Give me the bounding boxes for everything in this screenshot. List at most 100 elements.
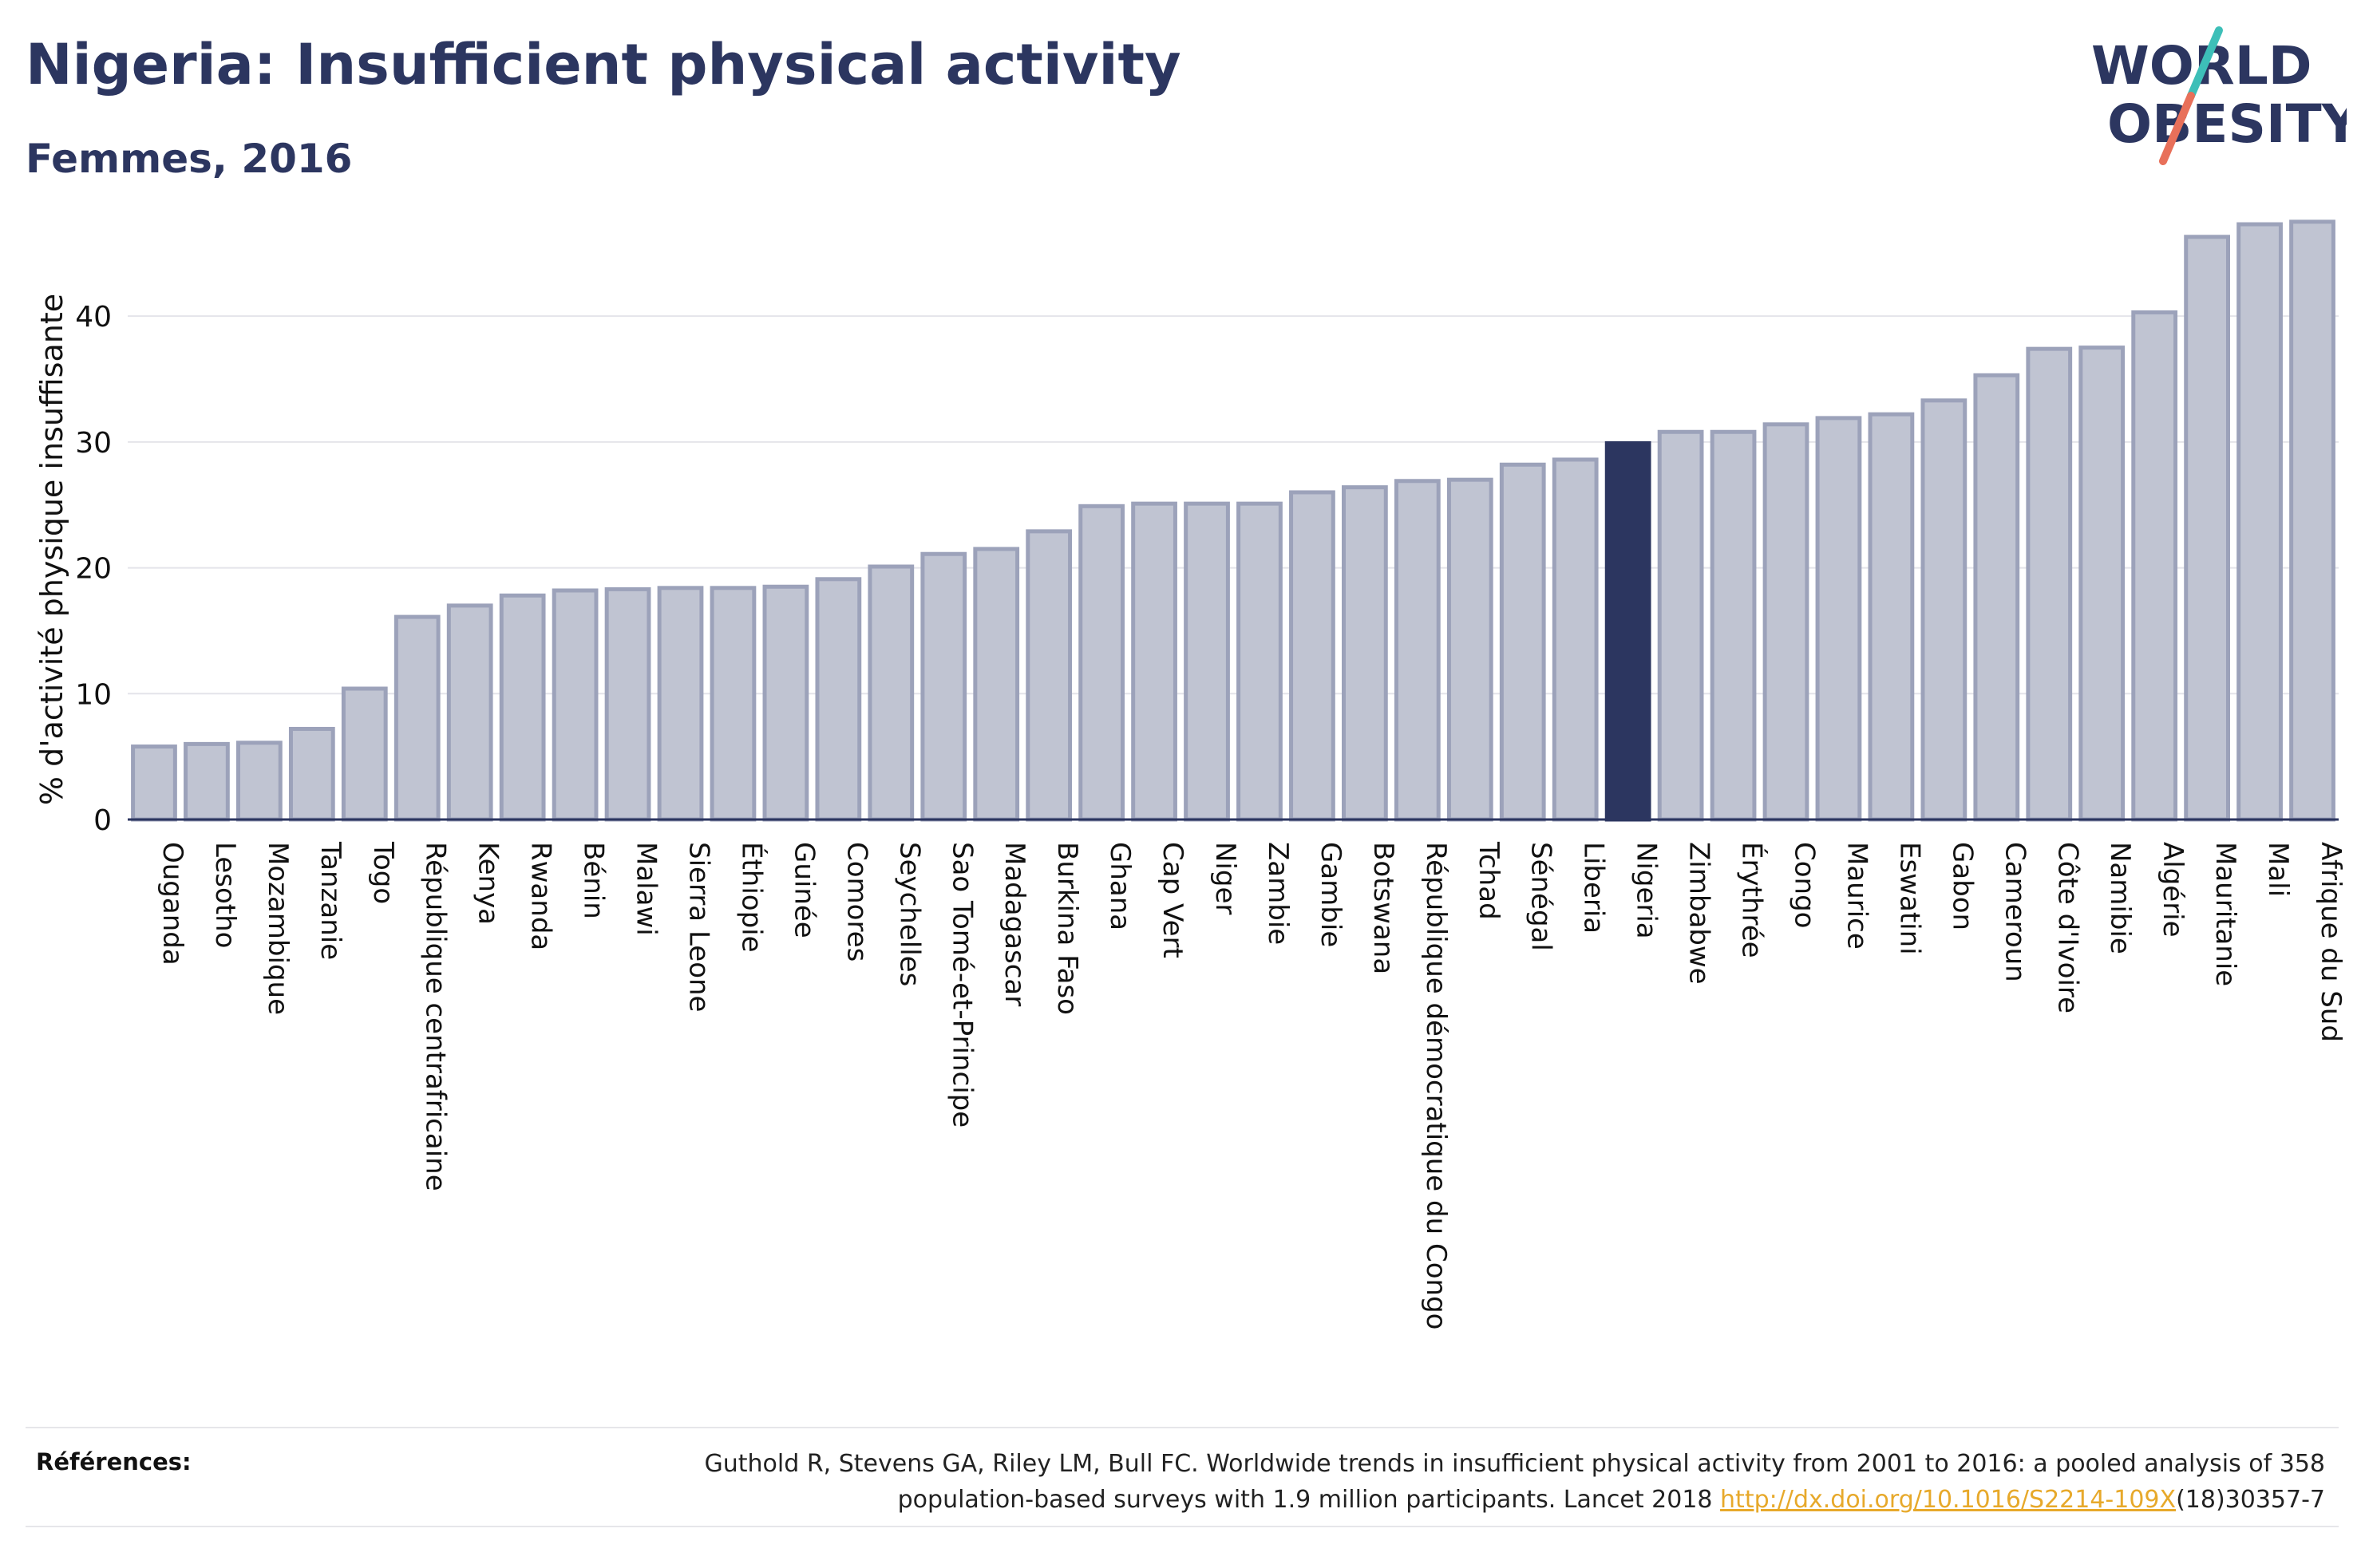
grid-lines [128,315,2339,695]
tick-labels: 0 10 20 30 40 Ouganda Lesotho Mozambique Tanzani… [34,294,2347,1330]
y-tick-label-0: 0 [93,804,112,837]
bar-16 [973,547,1020,822]
reference-line-2: population-based surveys with 1.9 millio… [489,1482,2325,1518]
bar-38 [2131,310,2178,822]
bar-17 [1026,529,1073,822]
x-tick-label-28: Nigeria [1631,842,1663,939]
bar-27 [1552,457,1599,822]
x-tick-label-8: Bénin [578,842,610,919]
reference-line-2-end: (18)30357-7 [2176,1486,2325,1514]
y-tick-label-40: 40 [75,301,112,334]
reference-line-1: Guthold R, Stevens GA, Riley LM, Bull FC… [704,1450,2325,1478]
x-tick-label-17: Burkina Faso [1051,842,1083,1015]
x-tick-label-10: Sierra Leone [683,842,715,1012]
x-tick-label-33: Eswatini [1893,842,1925,955]
bar-0 [131,745,177,822]
bar-21 [1236,501,1283,822]
bar-9 [604,587,651,822]
bar-10 [657,586,704,822]
x-tick-label-12: Guinée [788,842,820,938]
x-tick-label-35: Cameroun [1999,842,2031,982]
x-tick-label-9: Malawi [631,842,662,936]
bar-5 [394,614,441,822]
bar-31 [1762,422,1809,822]
x-tick-label-24: République démocratique du Congo [1420,842,1452,1329]
x-tick-label-3: Tanzanie [314,841,346,960]
footer-divider-top [26,1427,2339,1428]
references-label: Références: [36,1448,192,1475]
y-axis-label: % d'activité physique insuffisante [34,294,69,805]
x-tick-label-19: Cap Vert [1157,842,1188,958]
logo-slash-top [2187,26,2223,100]
x-tick-label-20: Niger [1209,842,1241,914]
reference-line-2-start: population-based surveys with 1.9 millio… [897,1486,1721,1514]
x-tick-label-21: Zambie [1262,842,1294,945]
bar-chart: 0 10 20 30 40 Ouganda Lesotho Mozambique Tanzani… [34,219,2347,1330]
bar-30 [1710,429,1757,822]
x-tick-label-11: Éthiopie [735,842,768,953]
x-tick-label-26: Sénégal [1525,842,1557,951]
bar-11 [710,586,757,822]
bar-41 [2289,219,2335,822]
references-text: Guthold R, Stevens GA, Riley LM, Bull FC… [489,1446,2325,1518]
x-tick-label-2: Mozambique [262,842,294,1015]
bar-32 [1815,416,1862,822]
y-tick-label-10: 10 [75,678,112,711]
logo-line-obesity: OBESITY [2107,93,2347,155]
bars [131,219,2335,822]
x-tick-label-1: Lesotho [209,842,241,948]
bar-1 [184,741,230,822]
x-tick-label-29: Zimbabwe [1683,842,1715,985]
x-tick-label-16: Madagascar [999,842,1030,1006]
bar-3 [288,726,335,822]
x-tick-label-41: Afrique du Sud [2315,842,2347,1042]
x-tick-label-22: Gambie [1315,842,1347,947]
x-tick-label-36: Côte d'Ivoire [2051,842,2083,1013]
bar-7 [499,593,546,822]
logo-slash-bottom [2159,92,2195,165]
world-obesity-logo: WORLD OBESITY [2091,26,2347,165]
x-tick-label-30: Érythrée [1736,842,1769,958]
bar-26 [1499,462,1546,822]
bar-39 [2184,235,2230,822]
x-tick-label-23: Botswana [1367,842,1399,974]
footer-divider-bottom [26,1526,2339,1527]
x-tick-label-25: Tchad [1473,841,1505,920]
reference-doi-link[interactable]: http://dx.doi.org/10.1016/S2214-109X [1720,1486,2177,1514]
bar-28 [1604,440,1651,822]
bar-29 [1657,429,1704,822]
x-tick-label-34: Gabon [1946,842,1978,930]
bar-35 [1973,373,2020,822]
x-tick-label-39: Mauritanie [2209,842,2241,986]
bar-19 [1131,501,1177,822]
bar-34 [1920,398,1968,822]
x-tick-label-18: Ghana [1104,842,1136,930]
x-tick-label-5: République centrafricaine [420,842,452,1191]
page-subtitle: Femmes, 2016 [26,136,353,182]
x-tick-label-0: Ouganda [156,842,188,966]
bar-15 [920,551,967,822]
bar-13 [815,577,862,822]
bar-22 [1289,490,1335,822]
bar-20 [1184,501,1230,822]
bar-8 [552,588,599,822]
bar-36 [2026,346,2073,822]
bar-2 [236,741,283,822]
x-tick-label-13: Comores [840,842,872,962]
x-tick-label-14: Seychelles [893,842,925,986]
x-tick-label-31: Congo [1789,842,1821,928]
bar-25 [1446,477,1493,822]
y-tick-label-20: 20 [75,553,112,586]
x-tick-label-32: Maurice [1841,842,1873,950]
x-tick-label-4: Togo [367,841,399,904]
y-tick-label-30: 30 [75,427,112,460]
bar-37 [2078,346,2126,822]
x-tick-label-15: Sao Tomé-et-Principe [946,842,978,1128]
bar-6 [446,603,493,822]
x-tick-label-40: Mali [2262,842,2294,897]
bar-33 [1868,412,1915,822]
bar-24 [1394,479,1441,822]
bar-40 [2236,222,2283,822]
x-tick-label-38: Algérie [2157,842,2189,938]
bar-18 [1078,504,1125,822]
